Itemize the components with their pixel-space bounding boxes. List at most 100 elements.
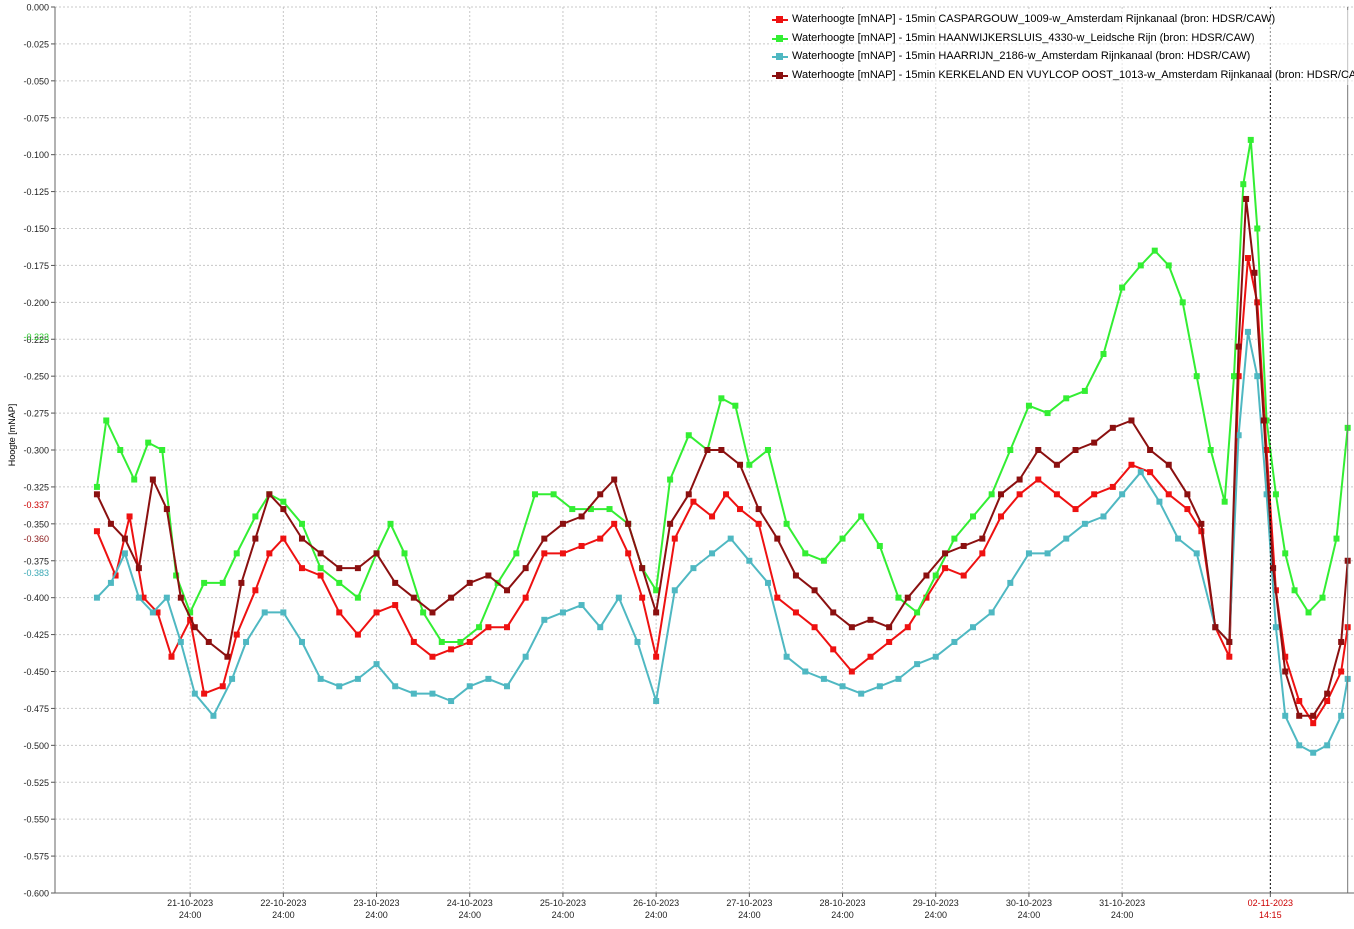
- data-point[interactable]: [1244, 255, 1251, 262]
- data-point[interactable]: [392, 579, 399, 586]
- data-point[interactable]: [149, 476, 156, 483]
- data-point[interactable]: [639, 565, 646, 572]
- data-point[interactable]: [1156, 498, 1163, 505]
- data-point[interactable]: [1025, 550, 1032, 557]
- data-point[interactable]: [1226, 653, 1233, 660]
- data-point[interactable]: [457, 638, 464, 645]
- data-point[interactable]: [1244, 328, 1251, 335]
- data-point[interactable]: [219, 683, 226, 690]
- data-point[interactable]: [690, 498, 697, 505]
- data-point[interactable]: [1151, 247, 1158, 254]
- data-point[interactable]: [737, 461, 744, 468]
- data-point[interactable]: [173, 572, 180, 579]
- data-point[interactable]: [653, 698, 660, 705]
- data-point[interactable]: [895, 594, 902, 601]
- data-point[interactable]: [522, 594, 529, 601]
- data-point[interactable]: [159, 447, 166, 453]
- data-point[interactable]: [177, 594, 184, 601]
- data-point[interactable]: [1230, 373, 1237, 380]
- data-point[interactable]: [1016, 491, 1023, 498]
- data-point[interactable]: [1025, 402, 1032, 409]
- data-point[interactable]: [317, 565, 324, 572]
- data-point[interactable]: [1305, 609, 1312, 616]
- data-point[interactable]: [1128, 417, 1135, 424]
- data-point[interactable]: [727, 535, 734, 542]
- data-point[interactable]: [723, 491, 730, 498]
- data-point[interactable]: [783, 653, 790, 660]
- data-point[interactable]: [1270, 565, 1277, 572]
- data-point[interactable]: [252, 535, 259, 542]
- data-point[interactable]: [261, 609, 268, 616]
- data-point[interactable]: [336, 609, 343, 616]
- data-point[interactable]: [755, 520, 762, 527]
- data-point[interactable]: [448, 646, 455, 653]
- data-point[interactable]: [317, 572, 324, 579]
- data-point[interactable]: [942, 565, 949, 572]
- data-point[interactable]: [317, 550, 324, 557]
- data-point[interactable]: [615, 594, 622, 601]
- series-line-2[interactable]: [95, 138, 1349, 643]
- data-point[interactable]: [634, 638, 641, 645]
- data-point[interactable]: [1310, 720, 1317, 727]
- data-point[interactable]: [811, 624, 818, 631]
- data-point[interactable]: [210, 712, 217, 719]
- data-point[interactable]: [932, 572, 939, 579]
- data-point[interactable]: [1091, 439, 1098, 446]
- legend-item-haanwijkersluis[interactable]: Waterhoogte [mNAP] - 15min HAANWIJKERSLU…: [772, 29, 1354, 48]
- data-point[interactable]: [429, 653, 436, 660]
- data-point[interactable]: [266, 550, 273, 557]
- data-point[interactable]: [764, 579, 771, 586]
- data-point[interactable]: [466, 638, 473, 645]
- data-point[interactable]: [559, 520, 566, 527]
- data-point[interactable]: [280, 535, 287, 542]
- data-point[interactable]: [1310, 712, 1317, 719]
- data-point[interactable]: [820, 557, 827, 564]
- data-point[interactable]: [587, 506, 594, 513]
- data-point[interactable]: [1235, 343, 1242, 350]
- data-point[interactable]: [191, 624, 198, 631]
- data-point[interactable]: [895, 675, 902, 682]
- data-point[interactable]: [485, 675, 492, 682]
- data-point[interactable]: [667, 476, 674, 483]
- legend[interactable]: Waterhoogte [mNAP] - 15min CASPARGOUW_10…: [772, 10, 1354, 85]
- data-point[interactable]: [149, 609, 156, 616]
- data-point[interactable]: [1243, 195, 1250, 202]
- data-point[interactable]: [280, 609, 287, 616]
- data-point[interactable]: [1119, 491, 1126, 498]
- data-point[interactable]: [1235, 432, 1242, 439]
- data-point[interactable]: [401, 550, 408, 557]
- data-point[interactable]: [653, 609, 660, 616]
- data-point[interactable]: [764, 447, 771, 453]
- data-point[interactable]: [336, 565, 343, 572]
- data-point[interactable]: [597, 535, 604, 542]
- data-point[interactable]: [233, 550, 240, 557]
- data-point[interactable]: [671, 535, 678, 542]
- data-point[interactable]: [252, 513, 259, 520]
- data-point[interactable]: [1198, 520, 1205, 527]
- data-point[interactable]: [1184, 491, 1191, 498]
- data-point[interactable]: [121, 550, 128, 557]
- data-point[interactable]: [970, 513, 977, 520]
- data-point[interactable]: [1063, 535, 1070, 542]
- data-point[interactable]: [1165, 262, 1172, 269]
- data-point[interactable]: [201, 579, 208, 586]
- data-point[interactable]: [135, 594, 142, 601]
- data-point[interactable]: [1338, 668, 1345, 675]
- data-point[interactable]: [1221, 498, 1228, 505]
- data-point[interactable]: [1247, 136, 1254, 143]
- data-point[interactable]: [1226, 638, 1233, 645]
- data-point[interactable]: [858, 513, 865, 520]
- data-point[interactable]: [709, 550, 716, 557]
- data-point[interactable]: [1137, 262, 1144, 269]
- data-point[interactable]: [1296, 712, 1303, 719]
- data-point[interactable]: [429, 690, 436, 697]
- data-point[interactable]: [997, 491, 1004, 498]
- data-point[interactable]: [266, 491, 273, 498]
- data-point[interactable]: [93, 483, 100, 490]
- data-point[interactable]: [783, 520, 790, 527]
- data-point[interactable]: [103, 417, 110, 424]
- data-point[interactable]: [1100, 351, 1107, 358]
- data-point[interactable]: [1207, 447, 1214, 453]
- data-point[interactable]: [298, 565, 305, 572]
- data-point[interactable]: [280, 498, 287, 505]
